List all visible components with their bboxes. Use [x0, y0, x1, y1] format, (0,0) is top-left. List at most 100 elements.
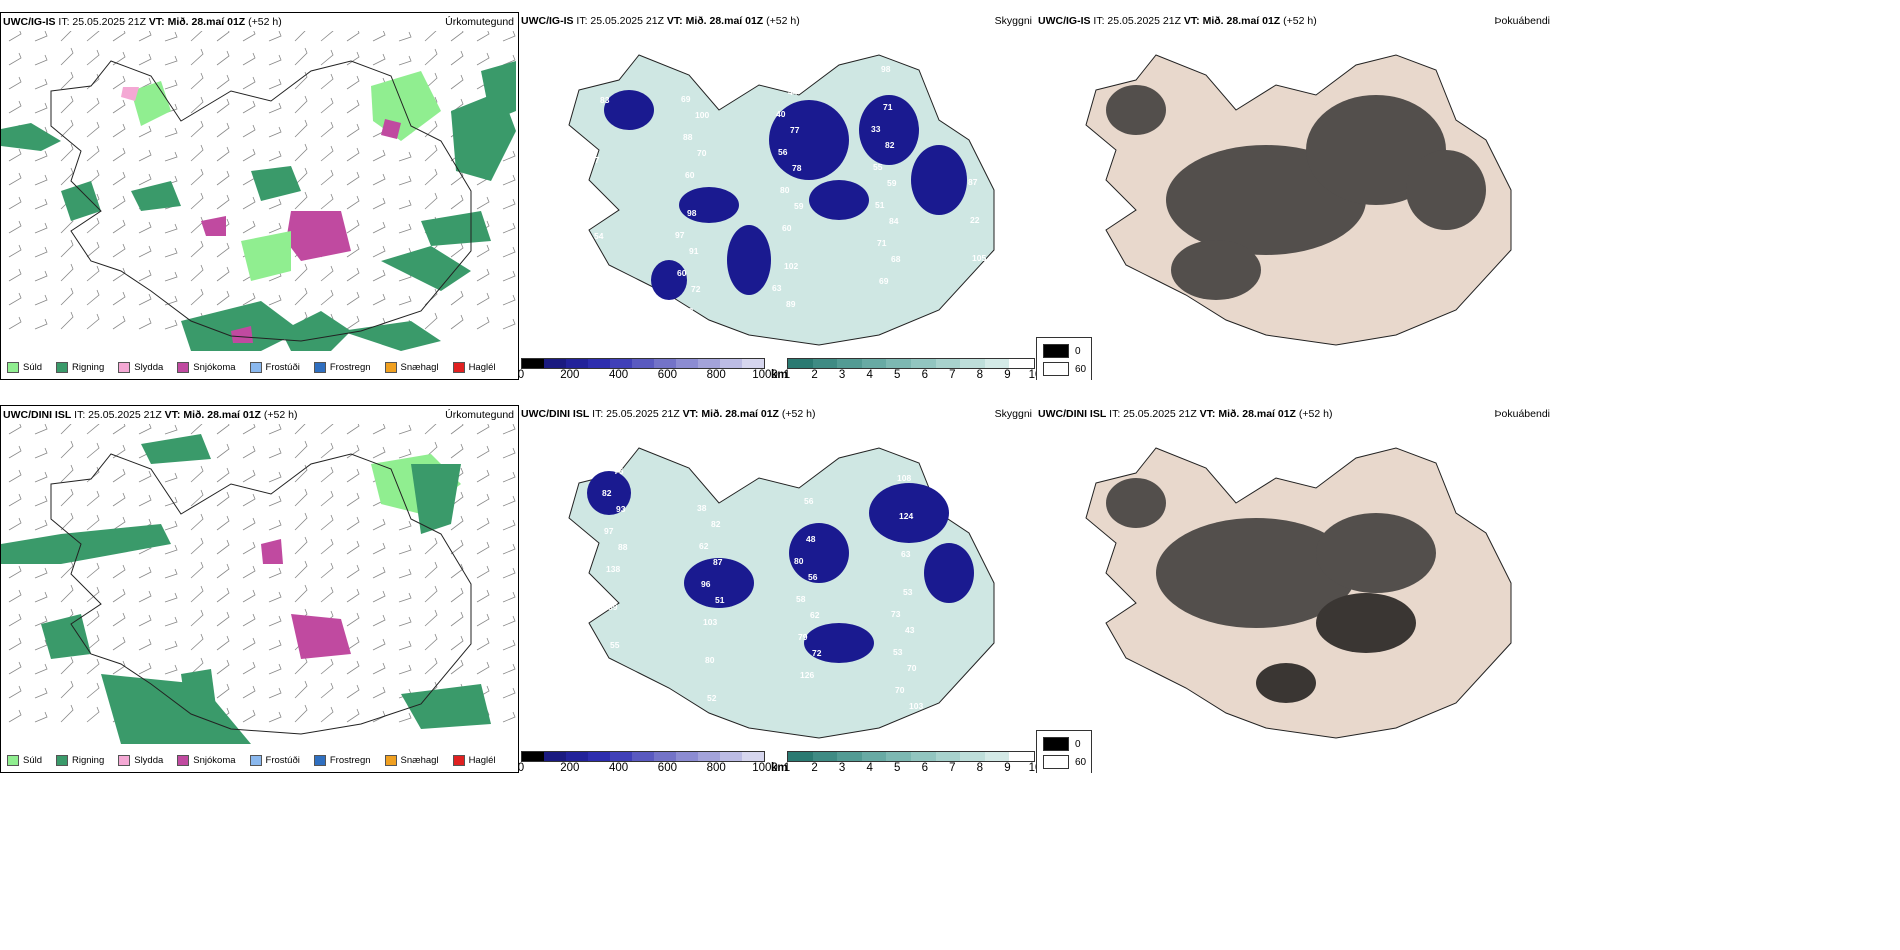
- wind-barb: [34, 519, 48, 531]
- wind-barb: [8, 709, 22, 723]
- legend-item-súld: Súld: [7, 755, 42, 766]
- wind-barb: [86, 706, 100, 723]
- fog-map: [1085, 447, 1512, 739]
- wind-barb: [8, 76, 22, 90]
- wind-barb: [502, 639, 516, 651]
- wind-barb: [86, 634, 100, 651]
- wind-barb: [502, 495, 516, 507]
- colorbar-tick: 4: [866, 369, 873, 380]
- ceiling-value-label: 91: [689, 246, 699, 256]
- wind-barb: [476, 565, 490, 579]
- wind-barb: [242, 31, 256, 42]
- wind-barb: [268, 519, 282, 531]
- fog-panel-top: UWC/IG-IS IT: 25.05.2025 21Z VT: Mið. 28…: [1036, 12, 1554, 380]
- ceiling-value-label: 44: [788, 87, 798, 97]
- wind-barb: [190, 144, 204, 162]
- wind-barb: [8, 292, 22, 306]
- fog-legend-label: 60: [1075, 363, 1087, 375]
- ceiling-value-label: 82: [885, 140, 895, 150]
- wind-barb: [346, 444, 360, 459]
- wind-barb: [372, 686, 386, 699]
- wind-barb: [502, 222, 516, 234]
- wind-barb: [294, 31, 306, 42]
- visibility-label: Skyggni: [994, 15, 1032, 27]
- ceiling-value-label: 108: [897, 473, 911, 483]
- colorbar-step: [544, 752, 566, 761]
- wind-barb: [8, 637, 22, 651]
- colorbar-step: [812, 359, 838, 368]
- wind-barb: [60, 71, 74, 90]
- colorbar-step: [720, 359, 742, 368]
- precip-legend: Súld Rigning Slydda Snjókoma Frostúði Frostre…: [7, 755, 496, 766]
- wind-barb: [216, 587, 230, 603]
- wind-barb: [346, 540, 360, 555]
- wind-barb: [476, 292, 490, 306]
- wind-barb: [112, 564, 126, 579]
- wind-barb: [450, 242, 464, 258]
- wind-barb: [60, 656, 74, 675]
- ceiling-value-label: 97: [675, 230, 685, 240]
- wind-barb: [86, 313, 100, 330]
- colorbar-tick: 1: [783, 762, 791, 773]
- precip-type-panel-top: UWC/IG-IS IT: 25.05.2025 21Z VT: Mið. 28…: [0, 12, 519, 380]
- colorbar-tick: 800: [706, 762, 726, 773]
- fog-label: Þokuábendi: [1494, 408, 1550, 420]
- wind-barb: [60, 464, 74, 483]
- ceiling-value-label: 148: [679, 306, 693, 316]
- wind-barb: [60, 560, 74, 579]
- colorbar-tick: 1000: [752, 369, 778, 380]
- wind-barb: [190, 264, 204, 282]
- legend-swatch: [177, 362, 190, 373]
- ceiling-value-label: 43: [905, 625, 915, 635]
- wind-barb: [112, 219, 126, 234]
- legend-label: Haglél: [468, 755, 496, 766]
- wind-barb: [86, 424, 100, 435]
- wind-barb: [424, 48, 438, 66]
- ceiling-value-label: 124: [899, 511, 913, 521]
- wind-barb: [294, 656, 308, 675]
- wind-barb: [294, 560, 308, 579]
- wind-barb: [346, 708, 360, 723]
- wind-barb: [242, 100, 256, 114]
- ceiling-ticks: 0 200 400 600 800 1000: [519, 762, 778, 773]
- wind-barb: [476, 196, 490, 210]
- wind-barb: [8, 589, 22, 603]
- wind-barb: [346, 267, 360, 282]
- colorbar-tick: 4: [866, 762, 873, 773]
- wind-barb: [112, 492, 126, 507]
- colorbar-step: [522, 752, 544, 761]
- wind-barb: [242, 469, 256, 483]
- wind-barb: [398, 640, 412, 651]
- colorbar-tick: 3: [838, 369, 846, 380]
- wind-barb: [268, 663, 282, 675]
- ceiling-value-label: 105: [972, 253, 986, 263]
- wind-barb: [60, 311, 74, 330]
- legend-swatch: [452, 362, 465, 373]
- wind-barb: [112, 468, 126, 483]
- wind-barb: [34, 222, 48, 234]
- wind-barb: [86, 514, 100, 531]
- wind-barb: [112, 51, 126, 66]
- wind-barb: [112, 31, 126, 42]
- colorbar-tick: 400: [609, 369, 629, 380]
- ceiling-value-label: 70: [907, 663, 917, 673]
- legend-item-slydda: Slydda: [118, 362, 163, 373]
- wind-barb: [424, 120, 438, 138]
- colorbar-tick: 6: [921, 762, 928, 773]
- visibility-panel-bottom: UWC/DINI ISL IT: 25.05.2025 21Z VT: Mið.…: [519, 405, 1036, 773]
- wind-barb: [138, 494, 152, 507]
- wind-barb: [424, 424, 437, 435]
- wind-barb: [164, 424, 178, 435]
- wind-barb: [294, 95, 308, 114]
- legend-swatch: [56, 755, 69, 766]
- legend-item-rigning: Rigning: [56, 755, 104, 766]
- wind-barb: [190, 585, 204, 603]
- wind-barb: [398, 712, 412, 723]
- wind-barb: [320, 424, 334, 435]
- wind-barb: [450, 194, 464, 210]
- fog-legend-item: 0: [1043, 344, 1081, 358]
- wind-barb: [320, 706, 334, 723]
- panel-title: UWC/DINI ISL IT: 25.05.2025 21Z VT: Mið.…: [1038, 408, 1333, 420]
- fog-shading: [1106, 85, 1486, 300]
- wind-barb: [190, 288, 204, 306]
